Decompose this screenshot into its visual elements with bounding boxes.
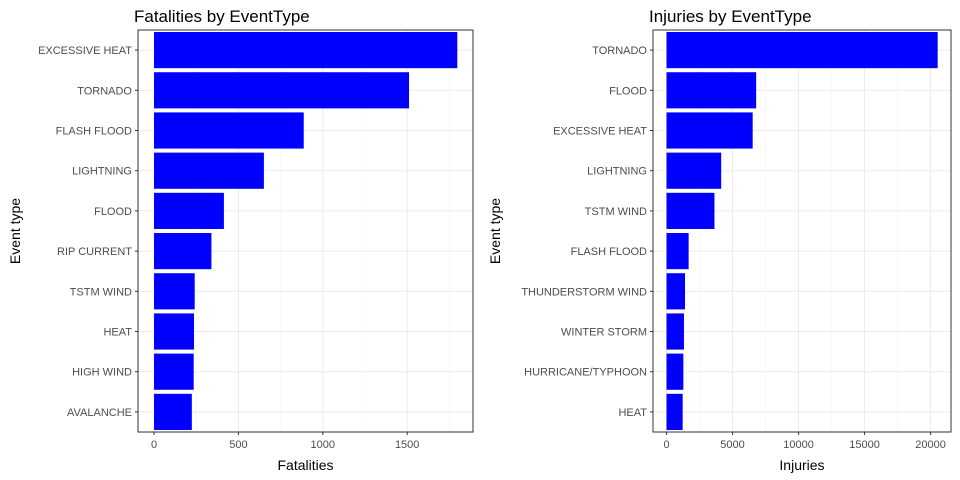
chart2-bar [666,273,686,310]
chart1-bar [154,32,458,69]
chart1-bar [154,273,195,310]
chart1: EXCESSIVE HEAT TORNADO FLASH FLOOD LIGHTNIN… [7,7,474,473]
chart2-bar [666,152,722,189]
chart1-y-axis-label: Event type [7,198,23,264]
chart1-bar [154,112,304,149]
chart2-y-tick-label: HEAT [618,407,647,419]
chart2-y-tick-label: THUNDERSTORM WIND [521,286,647,298]
chart1-x-tick-label: 0 [151,439,157,451]
chart1-panel-border [137,29,474,433]
chart1-y-tick-label: TORNADO [77,85,132,97]
chart1-bar [154,192,224,229]
chart2-y-tick-label: LIGHTNING [587,166,647,178]
chart1-bar [154,72,410,109]
chart1-x-tick-label: 1000 [311,439,335,451]
chart1-y-tick-label: FLOOD [94,206,132,218]
chart2-y-axis-label: Event type [487,198,503,264]
chart2-x-axis-label: Injuries [779,457,824,473]
chart1-bar [154,313,195,350]
chart2-title: Injuries by EventType [649,7,812,26]
chart1-x-axis-label: Fatalities [277,457,333,473]
chart2-y-tick-label: TORNADO [592,45,647,57]
chart1-y-tick-label: EXCESSIVE HEAT [38,45,132,57]
chart2-x-tick-label: 10000 [783,439,814,451]
chart1-y-tick-label: LIGHTNING [72,166,132,178]
chart2-bar [666,313,684,350]
chart2-y-tick-label: EXCESSIVE HEAT [553,126,647,138]
chart2-y-tick-label: WINTER STORM [561,327,647,339]
chart1-y-tick-label: RIP CURRENT [57,246,132,258]
chart2-bar [666,112,753,149]
chart2-y-tick-label: FLASH FLOOD [571,246,647,258]
chart1-bar [154,393,192,430]
chart2-panel-border [652,29,952,433]
chart1-y-tick-label: AVALANCHE [67,407,132,419]
chart2-y-tick-label: TSTM WIND [585,206,647,218]
chart1-y-tick-label: TSTM WIND [70,286,132,298]
chart1-title: Fatalities by EventType [134,7,310,26]
chart1-x-tick-label: 500 [229,439,247,451]
chart1-x-tick-label: 1500 [395,439,419,451]
chart2-x-tick-label: 0 [663,439,669,451]
chart2: TORNADO FLOOD EXCESSIVE HEAT LIGHTNING TSTM … [487,7,952,473]
chart2-x-tick-label: 5000 [720,439,744,451]
chart1-bar [154,353,194,390]
chart1-bar [154,233,212,270]
chart2-y-tick-label: HURRICANE/TYPHOON [524,367,647,379]
chart2-bar [666,32,938,69]
chart1-y-tick-label: FLASH FLOOD [56,126,132,138]
chart1-y-tick-label: HIGH WIND [72,367,132,379]
chart2-bar [666,353,684,390]
chart2-bar [666,233,689,270]
chart2-bar [666,393,683,430]
chart2-bar [666,192,715,229]
chart2-y-tick-label: FLOOD [609,85,647,97]
chart2-x-tick-label: 15000 [849,439,880,451]
chart1-y-tick-label: HEAT [103,327,132,339]
chart1-bar [154,152,264,189]
chart2-bar [666,72,757,109]
chart2-x-tick-label: 20000 [915,439,946,451]
